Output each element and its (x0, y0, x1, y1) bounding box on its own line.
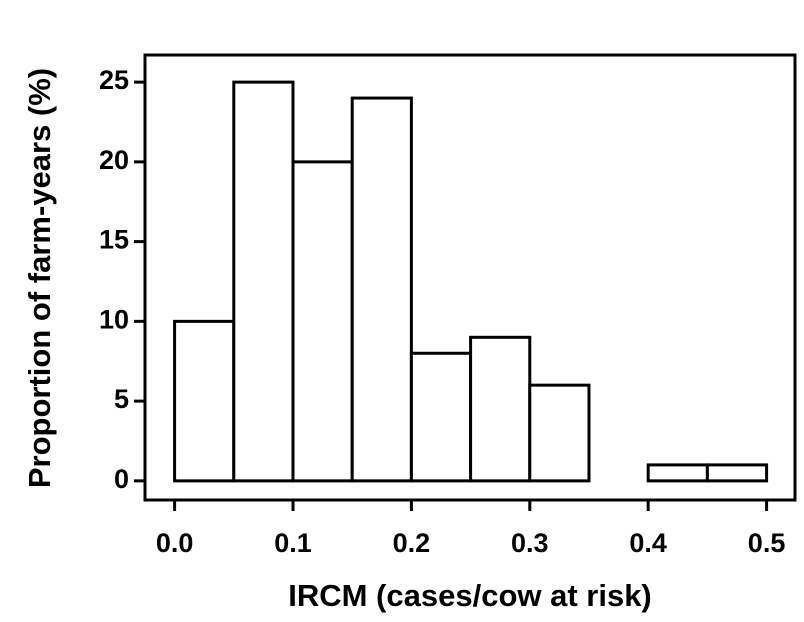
x-tick-label: 0.4 (629, 528, 667, 558)
y-tick-label: 15 (99, 225, 129, 255)
bar (232, 80, 295, 483)
y-axis-title: Proportion of farm-years (%) (22, 68, 57, 488)
x-tick-label: 0.0 (156, 528, 194, 558)
y-tick-label: 20 (99, 145, 129, 175)
x-tick-label: 0.3 (511, 528, 549, 558)
x-tick-label: 0.5 (748, 528, 786, 558)
bar (469, 335, 532, 483)
y-tick-label: 0 (114, 464, 129, 494)
y-tick-label: 25 (99, 65, 129, 95)
plot-frame (143, 53, 797, 502)
bar (350, 96, 413, 483)
x-axis-title: IRCM (cases/cow at risk) (288, 578, 652, 613)
bar (173, 319, 236, 483)
bar (528, 383, 591, 483)
y-tick-label: 10 (99, 304, 129, 334)
y-tick-label: 5 (114, 384, 129, 414)
x-tick-label: 0.2 (393, 528, 431, 558)
bar (646, 463, 709, 483)
bar (705, 463, 769, 483)
bar (291, 160, 354, 483)
x-tick-label: 0.1 (274, 528, 312, 558)
bar (409, 351, 473, 483)
